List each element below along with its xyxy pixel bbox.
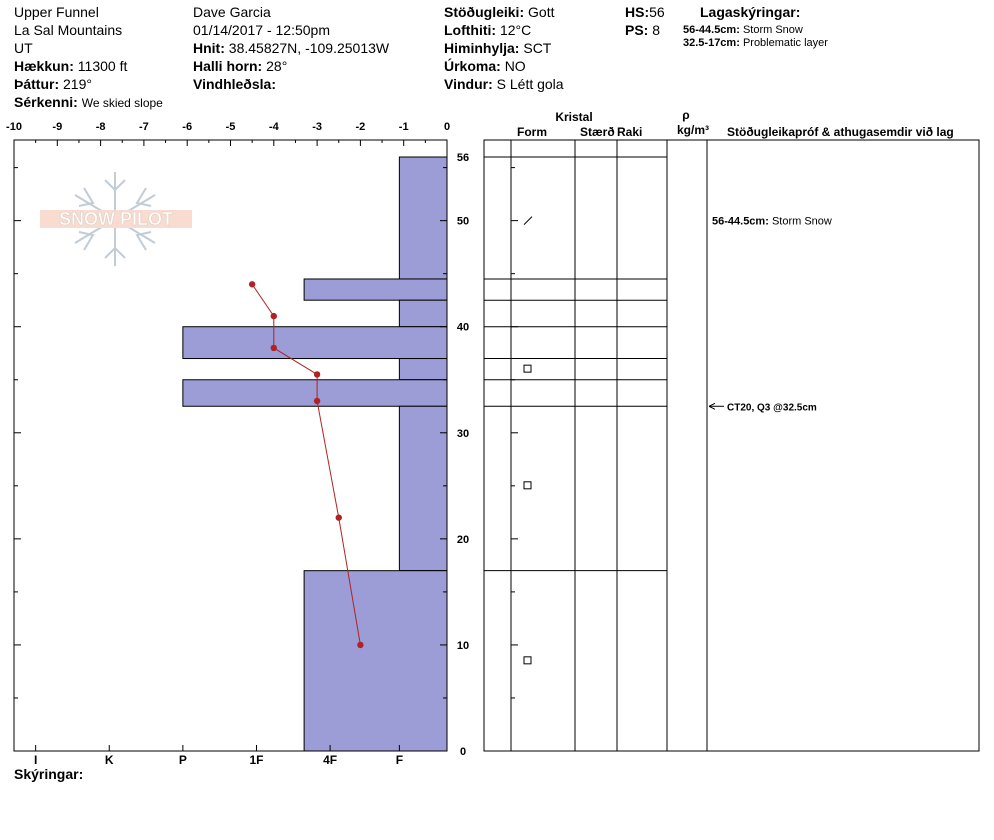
layer-note: 32.5-17cm: Problematic layer xyxy=(683,37,828,49)
column-rho: ρ xyxy=(682,108,689,122)
temperature-point xyxy=(357,641,364,649)
logo-text: SNOW PILOT xyxy=(59,209,173,229)
temp-tick-label: -4 xyxy=(269,121,280,133)
location-name: Upper Funnel xyxy=(14,4,99,20)
column-size: Stærð xyxy=(580,125,615,139)
hardness-label: K xyxy=(105,753,114,767)
height-tick-label: 30 xyxy=(457,428,469,440)
hardness-bar xyxy=(398,299,448,328)
hardness-label: 4F xyxy=(323,753,337,767)
datetime: 01/14/2017 - 12:50pm xyxy=(193,22,330,38)
layer-note: 56-44.5cm: Storm Snow xyxy=(683,24,803,36)
elevation: Hækkun: 11300 ft xyxy=(14,58,128,74)
hardness-bar xyxy=(398,405,448,572)
temperature-point xyxy=(313,397,321,405)
temp-tick-label: -9 xyxy=(52,121,62,133)
penetration: PS: 8 xyxy=(625,22,661,38)
test-arrow-icon xyxy=(708,402,716,410)
height-tick-label: 20 xyxy=(457,534,469,546)
temperature-point xyxy=(248,281,256,288)
hardness-label: 1F xyxy=(249,753,263,767)
temp-tick-label: 0 xyxy=(444,121,450,133)
height-tick-label: 10 xyxy=(457,640,469,652)
observer: Dave Garcia xyxy=(193,4,271,20)
hardness-bar xyxy=(398,358,448,381)
column-moisture: Raki xyxy=(617,125,642,139)
temperature-point xyxy=(270,312,277,320)
temperature-point xyxy=(335,514,342,521)
temp-tick-label: -7 xyxy=(139,121,149,133)
temp-tick-label: -5 xyxy=(226,121,236,133)
height-tick-label: 0 xyxy=(460,746,466,758)
height-tick-label: 40 xyxy=(457,322,469,334)
state: UT xyxy=(14,40,33,56)
temp-tick-label: -8 xyxy=(96,121,106,133)
temp-tick-label: -2 xyxy=(356,121,366,133)
temperature-point xyxy=(313,371,321,378)
hardness-label: F xyxy=(396,753,403,767)
hardness-bar xyxy=(303,570,448,752)
precipitation: Úrkoma: NO xyxy=(444,58,526,74)
crystal-slash-icon xyxy=(523,216,533,225)
aspect: Þáttur: 219° xyxy=(14,76,92,92)
temp-tick-label: -10 xyxy=(6,121,22,133)
temperature-point xyxy=(270,344,277,352)
air-temperature: Lofthiti: 12°C xyxy=(444,22,532,38)
crystal-square-icon xyxy=(523,481,532,490)
temp-tick-label: -6 xyxy=(182,121,192,133)
temp-tick-label: -1 xyxy=(399,121,409,133)
crystal-square-icon xyxy=(523,656,532,665)
stability: Stöðugleiki: Gott xyxy=(444,4,555,20)
wind: Vindur: S Létt gola xyxy=(444,76,564,92)
hardness-bar xyxy=(398,156,448,280)
slope-angle: Halli horn: 28° xyxy=(193,58,288,74)
column-crystal: Kristal xyxy=(555,110,592,124)
crystal-square-icon xyxy=(523,364,532,373)
wind-loading: Vindhleðsla: xyxy=(193,76,276,92)
layer-comment: 56-44.5cm: Storm Snow xyxy=(712,216,832,228)
coordinates: Hnit: 38.45827N, -109.25013W xyxy=(193,40,390,56)
layer-notes-title: Lagaskýringar: xyxy=(700,4,801,20)
snow-depth: HS:56 xyxy=(625,4,665,20)
range-name: La Sal Mountains xyxy=(14,22,123,38)
height-tick-label: 50 xyxy=(457,216,469,228)
snowpilot-logo: SNOW PILOT xyxy=(40,172,192,266)
hardness-bar xyxy=(303,278,448,301)
stability-test: CT20, Q3 @32.5cm xyxy=(727,402,817,413)
temp-tick-label: -3 xyxy=(312,121,322,133)
features: Sérkenni: We skied slope xyxy=(14,94,163,110)
hardness-bar xyxy=(182,326,448,360)
hardness-label: P xyxy=(179,753,187,767)
sky-cover: Himinhylja: SCT xyxy=(444,40,552,56)
layer-table-frame xyxy=(483,139,980,752)
hardness-label: I xyxy=(34,753,37,767)
notes-label: Skýringar: xyxy=(14,766,84,782)
height-tick-label: 56 xyxy=(457,152,469,164)
column-density: kg/m³ xyxy=(677,123,709,137)
column-tests: Stöðugleikapróf & athugasemdir við lag xyxy=(727,125,954,139)
column-form: Form xyxy=(517,125,547,139)
